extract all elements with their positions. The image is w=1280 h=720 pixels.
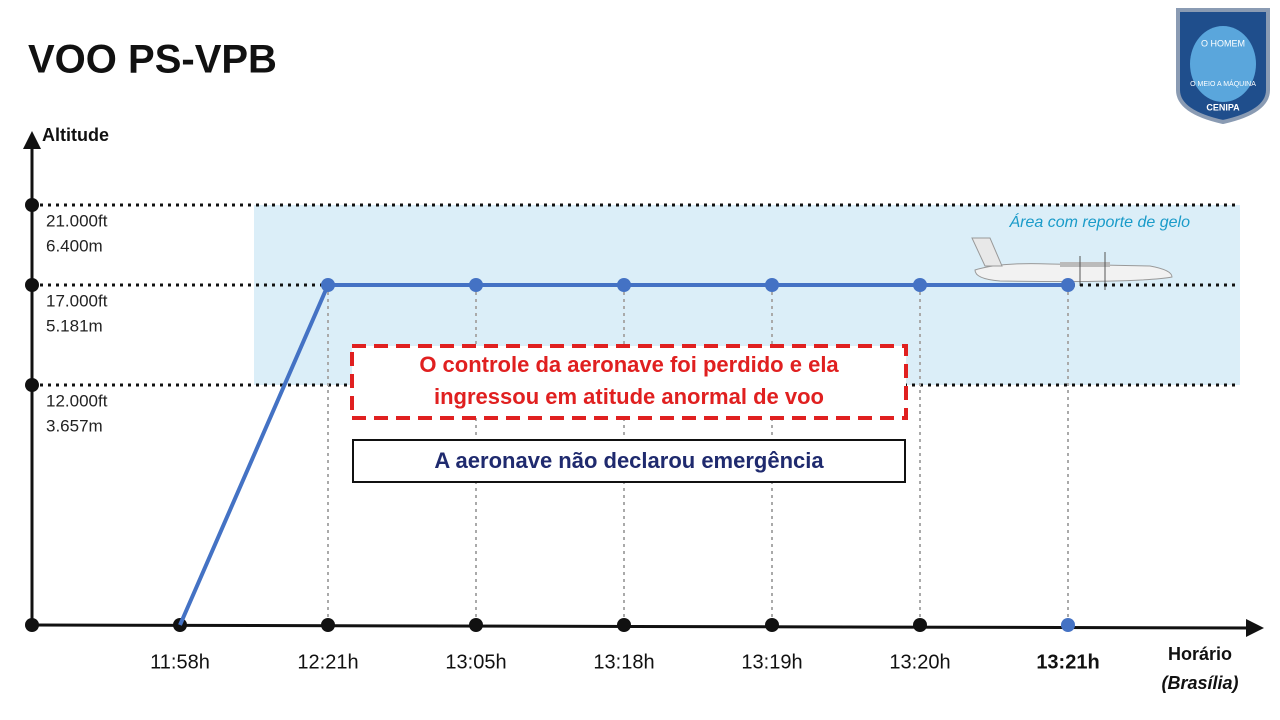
y-tick-dot	[25, 198, 39, 212]
y-tick-dot	[25, 278, 39, 292]
data-point	[321, 278, 335, 292]
x-tick-label: 11:58h	[150, 651, 210, 673]
data-point	[617, 278, 631, 292]
annotations: O controle da aeronave foi perdido e ela…	[350, 344, 908, 483]
warning-box	[350, 344, 908, 420]
y-tick-dot	[25, 378, 39, 392]
x-tick-dot	[765, 618, 779, 632]
annotation: ingressou em atitude anormal de voo	[434, 384, 824, 409]
x-tick-label: 13:18h	[593, 651, 654, 673]
x-tick-label: 12:21h	[297, 651, 358, 673]
x-axis	[31, 618, 1264, 637]
badge-text: CENIPA	[1206, 102, 1240, 112]
data-point	[469, 278, 483, 292]
data-point	[765, 278, 779, 292]
ice-label: Área com reporte de gelo	[1008, 212, 1190, 231]
x-tick-dot	[617, 618, 631, 632]
origin-dot	[25, 618, 39, 632]
x-tick-label: 13:05h	[445, 651, 506, 673]
page-title: VOO PS-VPB	[28, 38, 277, 82]
y2-tick-label: 3.657m	[46, 417, 103, 436]
x-tick-label: 13:20h	[889, 651, 950, 673]
x-tick-dot	[321, 618, 335, 632]
note-box	[352, 439, 906, 483]
data-point	[1061, 278, 1075, 292]
x-tick-dot	[1061, 618, 1075, 632]
badge-text: O MEIO A MÁQUINA	[1190, 79, 1256, 88]
data-point	[913, 278, 927, 292]
x-tick-dot	[469, 618, 483, 632]
x-axis-sublabel: (Brasília)	[1161, 673, 1238, 693]
annotation: O controle da aeronave foi perdido e ela	[419, 352, 839, 377]
x-tick-label: 13:21h	[1036, 651, 1099, 673]
y-tick-label: 21.000ft	[46, 211, 108, 230]
x-tick-dot	[913, 618, 927, 632]
badge: O HOMEM O MEIO A MÁQUINA CENIPA	[1176, 8, 1270, 125]
y-tick-label: 12.000ft	[46, 391, 108, 410]
x-axis-label: Horário	[1168, 644, 1232, 664]
y2-tick-label: 6.400m	[46, 237, 103, 256]
y-axis-label: Altitude	[42, 125, 109, 145]
y2-tick-label: 5.181m	[46, 317, 103, 336]
y-tick-label: 17.000ft	[46, 291, 108, 310]
x-tick-label: 13:19h	[741, 651, 802, 673]
badge-text: O HOMEM	[1201, 38, 1245, 48]
annotation: A aeronave não declarou emergência	[434, 448, 824, 473]
